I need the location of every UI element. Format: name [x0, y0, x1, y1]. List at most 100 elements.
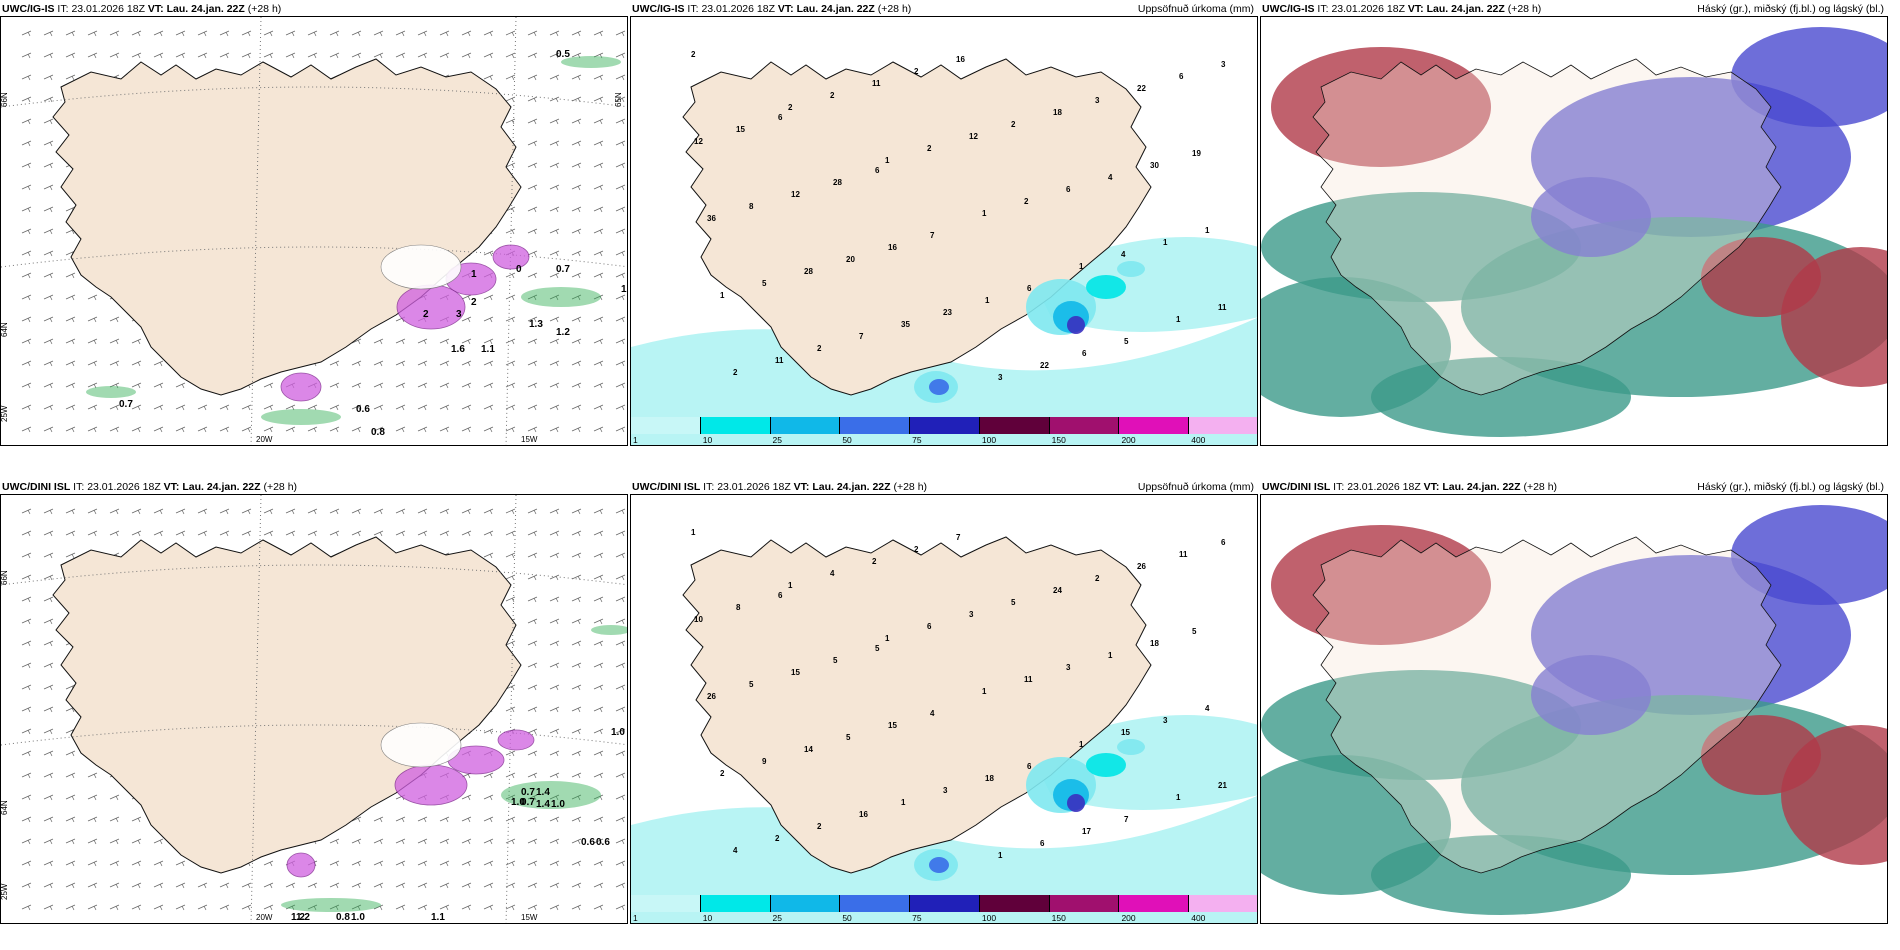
wind-barb: [307, 882, 318, 889]
wind-barb: [505, 162, 516, 169]
wind-barb: [615, 728, 626, 735]
wind-barb: [373, 360, 384, 367]
wind-barb: [21, 294, 32, 301]
wind-barb: [615, 140, 626, 147]
wind-barb: [461, 882, 472, 889]
wind-barb: [461, 404, 472, 411]
wind-barb: [549, 684, 560, 691]
wind-barb: [505, 316, 516, 323]
wind-barb: [21, 206, 32, 213]
wind-barb: [43, 728, 54, 735]
wind-barb: [87, 904, 98, 911]
panel-title: Uppsöfnuð úrkoma (mm): [1137, 481, 1254, 493]
wind-barb: [263, 426, 274, 433]
wind-barb: [329, 508, 340, 515]
precip-map-svg: 2211112222411111112611222415716183036283…: [631, 50, 1257, 445]
wind-barb: [549, 74, 560, 81]
wind-barb: [219, 30, 230, 37]
wind-value-label: 0.5: [556, 49, 570, 60]
wind-barb: [571, 272, 582, 279]
wind-barb: [505, 640, 516, 647]
wind-barb: [615, 662, 626, 669]
precip-value-label: 16: [859, 810, 868, 819]
wind-barb: [615, 250, 626, 257]
legend-label: 200: [1121, 435, 1136, 445]
wind-barb: [43, 382, 54, 389]
wind-barb: [505, 706, 516, 713]
wind-barb: [549, 228, 560, 235]
wind-barb: [263, 404, 274, 411]
wind-barb: [505, 338, 516, 345]
wind-barb: [131, 426, 142, 433]
wind-barb: [527, 860, 538, 867]
wind-barb: [175, 382, 186, 389]
wind-barb: [21, 74, 32, 81]
wind-barb: [43, 272, 54, 279]
wind-barb: [43, 662, 54, 669]
panel-header: UWC/IG-IS IT: 23.01.2026 18Z VT: Lau. 24…: [2, 3, 282, 15]
wind-barb: [153, 30, 164, 37]
wind-barb: [615, 360, 626, 367]
wind-barb: [549, 184, 560, 191]
wind-barb: [549, 272, 560, 279]
wind-barb: [21, 706, 32, 713]
precip-area: [1086, 753, 1126, 777]
wind-barb: [351, 404, 362, 411]
wind-barb: [505, 552, 516, 559]
latitude-line: [1, 724, 627, 746]
precip-value-label: 3: [1163, 716, 1168, 725]
panel-title: Háský (gr.), miðský (fj.bl.) og lágský (…: [1697, 3, 1884, 15]
wind-barb: [65, 794, 76, 801]
wind-barb: [241, 882, 252, 889]
wind-barb: [549, 206, 560, 213]
wind-barb: [43, 640, 54, 647]
wind-barb: [505, 684, 516, 691]
wind-barb: [43, 596, 54, 603]
latitude-line: [1, 246, 627, 268]
wind-barb: [285, 882, 296, 889]
precip-value-label: 6: [1066, 185, 1071, 194]
wind-barb: [329, 838, 340, 845]
wind-barb: [351, 530, 362, 537]
precip-value-label: 6: [1082, 349, 1087, 358]
snow-area: [492, 244, 530, 270]
wind-barb: [395, 904, 406, 911]
wind-value-label: 1.2: [296, 912, 310, 923]
legend-swatch: [1189, 895, 1257, 912]
wind-barb: [109, 404, 120, 411]
wind-barb: [417, 816, 428, 823]
wind-barb: [329, 404, 340, 411]
precip-value-label: 35: [901, 320, 910, 329]
wind-barb: [329, 30, 340, 37]
wind-barb: [549, 530, 560, 537]
precip-contour: [501, 781, 601, 809]
wind-barb: [615, 860, 626, 867]
wind-barb: [571, 184, 582, 191]
wind-barb: [593, 882, 604, 889]
wind-barb: [615, 426, 626, 433]
wind-barb: [615, 162, 626, 169]
wind-barb: [461, 52, 472, 59]
cloud-map-panel-top: UWC/IG-IS IT: 23.01.2026 18Z VT: Lau. 24…: [1260, 0, 1888, 446]
wind-barb: [351, 52, 362, 59]
wind-barb: [571, 426, 582, 433]
wind-barb: [153, 360, 164, 367]
latitude-label: 64N: [1, 322, 9, 337]
wind-barb: [329, 382, 340, 389]
wind-barb: [439, 360, 450, 367]
precip-value-label: 1: [885, 634, 890, 643]
wind-barb: [549, 728, 560, 735]
legend-swatch: [979, 417, 1050, 434]
wind-barb: [527, 96, 538, 103]
wind-barb: [483, 882, 494, 889]
wind-barb: [87, 294, 98, 301]
cloud-area: [1731, 505, 1887, 605]
wind-barb: [615, 118, 626, 125]
wind-barb: [483, 838, 494, 845]
wind-value-label: 2: [471, 297, 477, 308]
wind-barb: [593, 74, 604, 81]
legend-label: 25: [772, 435, 783, 445]
wind-barb: [241, 30, 252, 37]
wind-barb: [417, 382, 428, 389]
precip-contour: [261, 409, 341, 425]
